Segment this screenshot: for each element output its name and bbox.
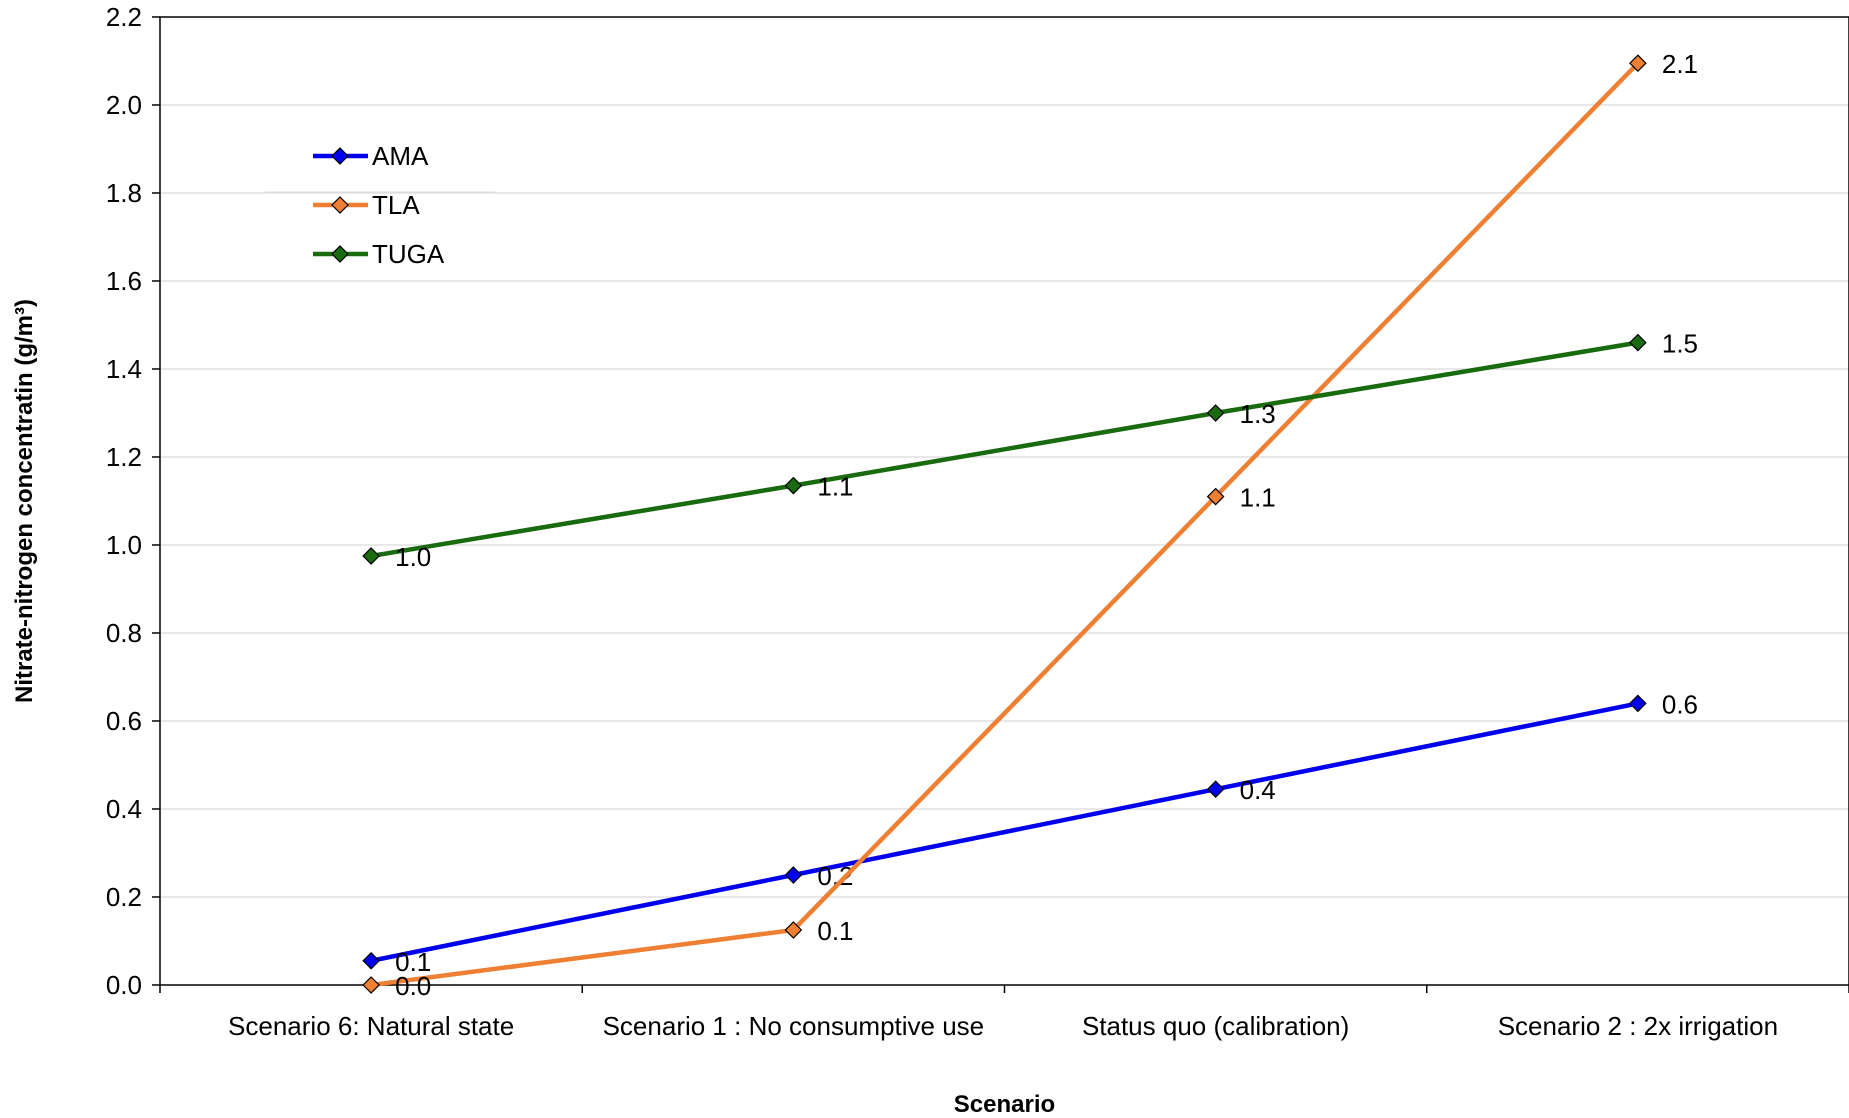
series-line bbox=[370, 701, 1639, 964]
data-point bbox=[784, 866, 803, 884]
data-label: 1.1 bbox=[1240, 483, 1276, 513]
legend-entry-tuga: TUGA bbox=[313, 239, 445, 269]
legend-label: TLA bbox=[372, 190, 420, 220]
y-tick-label: 1.0 bbox=[106, 530, 142, 560]
series-line bbox=[370, 61, 1640, 988]
y-tick-label: 2.2 bbox=[106, 2, 142, 32]
legend-label: AMA bbox=[372, 141, 429, 171]
y-tick-label: 1.4 bbox=[106, 354, 142, 384]
data-point bbox=[784, 921, 803, 939]
data-point bbox=[1206, 404, 1225, 422]
y-axis-ticks: 0.0 0.2 0.4 0.6 0.8 1.0 1.2 1.4 1.6 1.8 2.0 2.2 bbox=[106, 2, 160, 1000]
series-line bbox=[370, 340, 1639, 559]
legend-marker bbox=[331, 147, 349, 165]
data-point bbox=[1629, 333, 1647, 352]
x-tick-label: Scenario 2 : 2x irrigation bbox=[1498, 1011, 1778, 1041]
x-tick-label: Scenario 1 : No consumptive use bbox=[603, 1011, 985, 1041]
gridlines bbox=[160, 104, 1849, 898]
legend-entry-ama: AMA bbox=[313, 141, 429, 171]
y-axis-title: Nitrate-nitrogen concentratin (g/m³) bbox=[11, 299, 38, 703]
data-point bbox=[362, 976, 380, 994]
series-ama: 0.10.20.40.6 bbox=[362, 689, 1698, 977]
y-tick-label: 1.8 bbox=[106, 178, 142, 208]
legend: AMA TLA TUGA bbox=[265, 141, 495, 269]
y-tick-label: 2.0 bbox=[106, 90, 142, 120]
data-point bbox=[1629, 694, 1647, 713]
data-point bbox=[362, 547, 380, 565]
data-label: 2.1 bbox=[1662, 49, 1698, 79]
data-label: 0.4 bbox=[1240, 775, 1276, 805]
legend-marker bbox=[331, 245, 349, 263]
series-tuga: 1.0 1.1 1.3 1.5 bbox=[362, 329, 1698, 572]
data-point bbox=[1206, 487, 1225, 506]
data-label: 0.0 bbox=[395, 971, 431, 1001]
legend-marker bbox=[331, 196, 349, 214]
data-label: 0.6 bbox=[1662, 689, 1698, 719]
y-tick-label: 1.2 bbox=[106, 442, 142, 472]
x-axis-title: Scenario bbox=[954, 1091, 1055, 1118]
x-tick-label: Status quo (calibration) bbox=[1082, 1011, 1349, 1041]
data-point bbox=[784, 476, 803, 495]
x-axis-ticks: Scenario 6: Natural state Scenario 1 : No… bbox=[159, 985, 1849, 1041]
y-tick-label: 0.8 bbox=[106, 618, 142, 648]
series-tla: 0.00.11.12.1 bbox=[362, 49, 1698, 1001]
data-label: 1.1 bbox=[817, 472, 853, 502]
data-label: 1.0 bbox=[395, 542, 431, 572]
y-tick-label: 0.6 bbox=[106, 706, 142, 736]
data-point bbox=[1206, 780, 1225, 799]
y-tick-label: 0.2 bbox=[106, 882, 142, 912]
y-tick-label: 0.4 bbox=[106, 794, 142, 824]
series-layer: 0.10.20.40.60.00.11.12.11.01.11.31.5 bbox=[362, 49, 1698, 1001]
data-point bbox=[362, 951, 380, 970]
data-point bbox=[1629, 54, 1647, 73]
data-label: 1.5 bbox=[1662, 329, 1698, 359]
x-tick-label: Scenario 6: Natural state bbox=[228, 1011, 514, 1041]
legend-label: TUGA bbox=[372, 239, 445, 269]
y-tick-label: 0.0 bbox=[106, 970, 142, 1000]
data-label: 0.1 bbox=[395, 947, 431, 977]
data-label: 1.3 bbox=[1240, 399, 1276, 429]
data-label: 0.1 bbox=[817, 916, 853, 946]
legend-entry-tla: TLA bbox=[313, 190, 420, 220]
y-tick-label: 1.6 bbox=[106, 266, 142, 296]
